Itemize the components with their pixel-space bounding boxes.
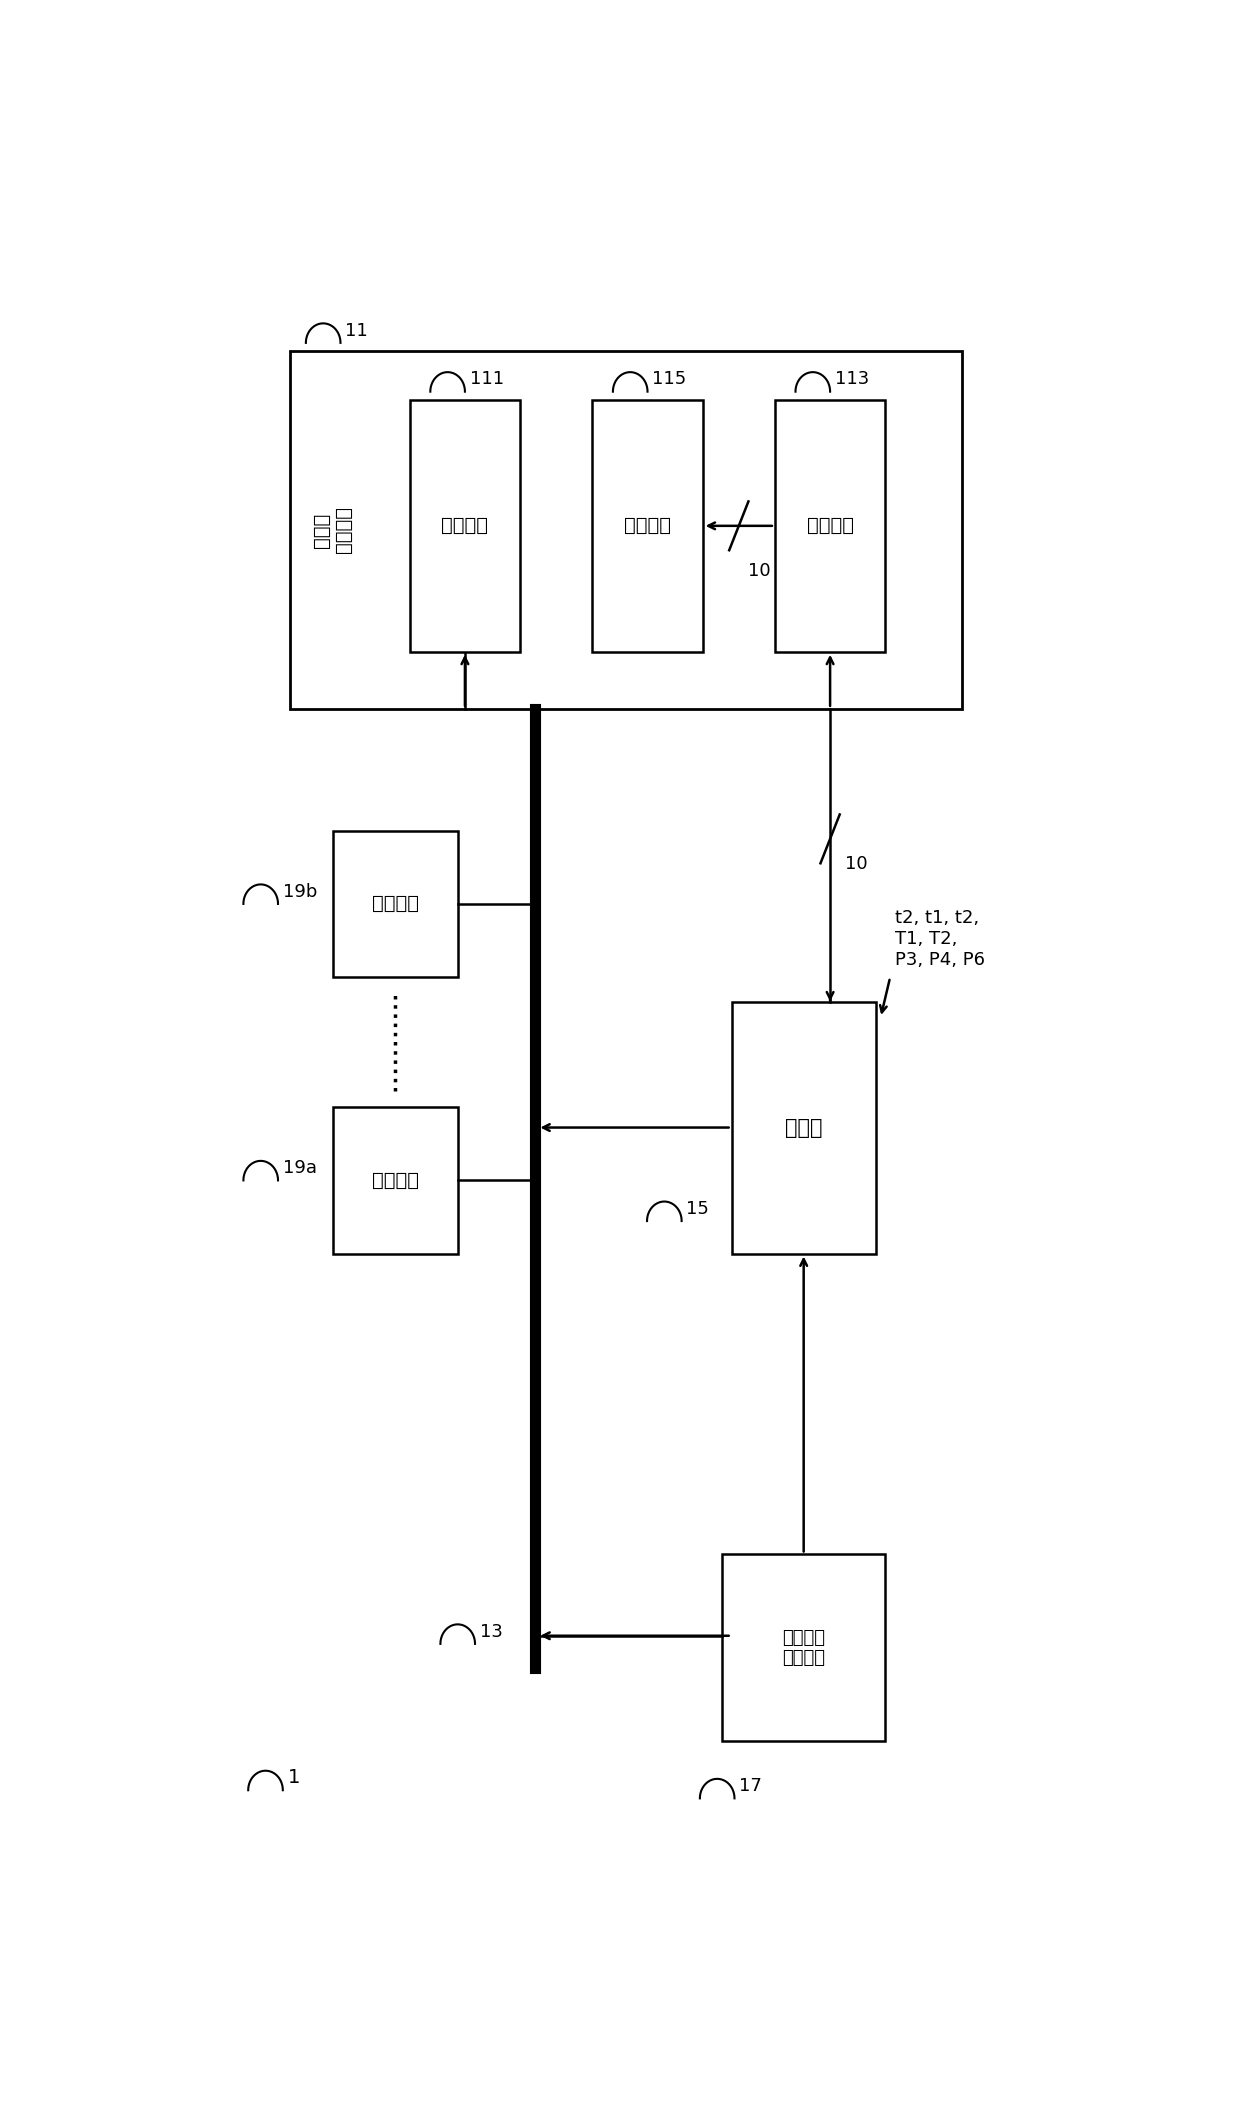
Text: 19b: 19b [283, 883, 317, 900]
Text: 13: 13 [480, 1622, 502, 1641]
Text: 电力公司
供电系统: 电力公司 供电系统 [782, 1628, 825, 1666]
Bar [290, 351, 962, 710]
Text: 蓄电池: 蓄电池 [785, 1117, 822, 1138]
Bar [332, 830, 458, 978]
Bar [593, 399, 703, 653]
Text: 17: 17 [739, 1776, 763, 1795]
Text: 1: 1 [288, 1768, 300, 1787]
Bar [732, 1001, 875, 1255]
Text: 处理单元: 处理单元 [624, 515, 671, 534]
Bar [332, 1107, 458, 1255]
Bar [409, 399, 521, 653]
Text: 19a: 19a [283, 1159, 316, 1176]
Text: 10: 10 [749, 562, 771, 579]
Text: 充放电
控制装置: 充放电 控制装置 [312, 507, 353, 553]
Text: 通讯接口: 通讯接口 [441, 515, 489, 534]
Text: 电器设备: 电器设备 [372, 895, 419, 912]
Text: 15: 15 [687, 1200, 709, 1219]
Bar [775, 399, 885, 653]
Text: 115: 115 [652, 370, 687, 389]
Text: 111: 111 [470, 370, 503, 389]
Text: 11: 11 [345, 321, 368, 340]
Text: 113: 113 [835, 370, 869, 389]
Text: t2, t1, t2,
T1, T2,
P3, P4, P6: t2, t1, t2, T1, T2, P3, P4, P6 [895, 910, 985, 969]
Bar [722, 1554, 885, 1742]
Text: 通讯接口: 通讯接口 [806, 515, 853, 534]
Text: 电器设备: 电器设备 [372, 1170, 419, 1189]
Text: 10: 10 [844, 855, 867, 872]
